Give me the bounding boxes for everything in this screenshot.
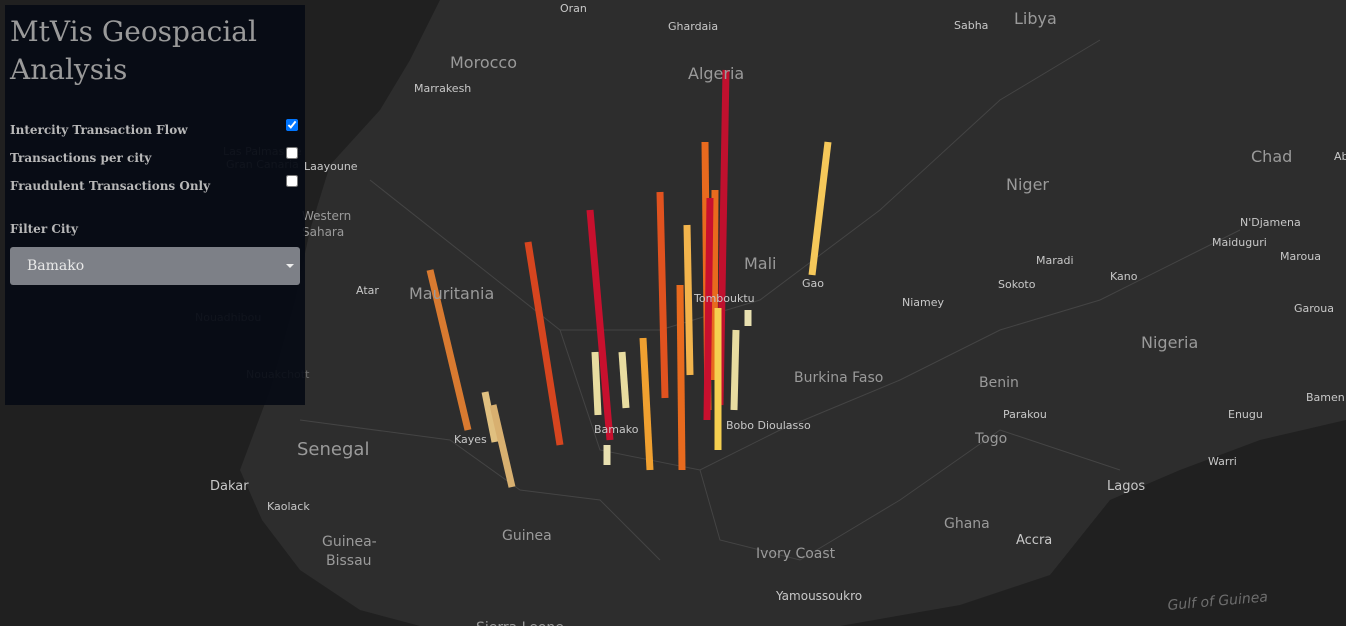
city-label: Yamoussoukro [775,589,862,603]
bar [586,209,614,441]
option-label: Transactions per city [10,151,152,165]
city-label: Laayoune [304,160,358,173]
city-label: Kaolack [267,500,310,513]
bar [683,224,694,376]
bar [481,391,499,443]
city-label: Maiduguri [1212,236,1267,249]
option-label: Fraudulent Transactions Only [10,179,211,193]
option: Fraudulent Transactions Only [10,175,300,193]
country-label: Chad [1251,147,1292,166]
city-label: Bamako [594,423,639,436]
country-label: Mauritania [409,284,494,303]
country-label: Benin [979,375,1019,391]
city-label: Bamen [1306,391,1345,404]
city-label: Parakou [1003,408,1047,421]
bar [426,269,472,431]
city-label: Kano [1110,270,1138,283]
city-label: Oran [560,2,587,15]
city-label: Marrakesh [414,82,471,95]
region-label: Sahara [302,225,344,239]
city-label: Accra [1016,533,1052,548]
checkbox[interactable] [286,175,298,187]
city-select[interactable]: Bamako [10,247,300,285]
city-label: Bobo Dioulasso [726,419,811,432]
country-label: Nigeria [1141,333,1198,352]
city-label: Maroua [1280,250,1321,263]
city-label: Niamey [902,296,945,309]
country-label: Ivory Coast [756,546,836,562]
country-label: Bissau [326,553,372,569]
city-label: Lagos [1107,479,1145,494]
country-label: Niger [1006,175,1049,194]
country-label: Guinea [502,528,552,544]
city-label: Sabha [954,19,988,32]
bar [591,351,602,416]
borders [299,39,1241,561]
city-label: Atar [356,284,379,297]
country-label: Algeria [688,64,744,83]
option: Intercity Transaction Flow [10,119,300,137]
checkbox[interactable] [286,119,298,131]
city-label: Ghardaia [668,20,718,33]
country-label: Senegal [297,439,369,460]
city-label: Garoua [1294,302,1334,315]
option-label: Intercity Transaction Flow [10,123,188,137]
city-label: Enugu [1228,408,1263,421]
city-label: Kayes [454,433,487,446]
bar [489,404,516,488]
bars [426,69,832,488]
sidebar: MtVis Geospacial Analysis Intercity Tran… [5,5,305,405]
city-label: Dakar [210,479,249,494]
country-label: Togo [974,431,1007,447]
checkbox[interactable] [286,147,298,159]
bar [730,329,740,411]
city-label: Gao [802,277,824,290]
bar [676,284,686,471]
country-label: Mali [744,254,777,273]
bar [524,241,564,446]
bar [808,141,832,276]
bar [656,191,669,399]
city-label: Maradi [1036,254,1074,267]
bar [639,337,654,471]
country-label: Guinea- [322,534,377,550]
city-label: N'Djamena [1240,216,1301,229]
city-label: Warri [1208,455,1237,468]
option: Transactions per city [10,147,300,165]
country-label: Libya [1014,9,1057,28]
bar [710,189,719,381]
city-label: Sokoto [998,278,1036,291]
bar [703,197,714,421]
city-label: Tombouktu [693,292,755,305]
bar [618,351,630,409]
country-label: Burkina Faso [794,370,883,386]
country-label: Morocco [450,53,517,72]
filter-label: Filter City [10,222,78,236]
region-label: Western [302,209,351,223]
gulf [840,420,1346,626]
city-label: Ab [1334,150,1346,163]
country-label: Sierra Leone [476,620,564,626]
country-label: Ghana [944,516,990,532]
title: MtVis Geospacial Analysis [10,15,257,86]
